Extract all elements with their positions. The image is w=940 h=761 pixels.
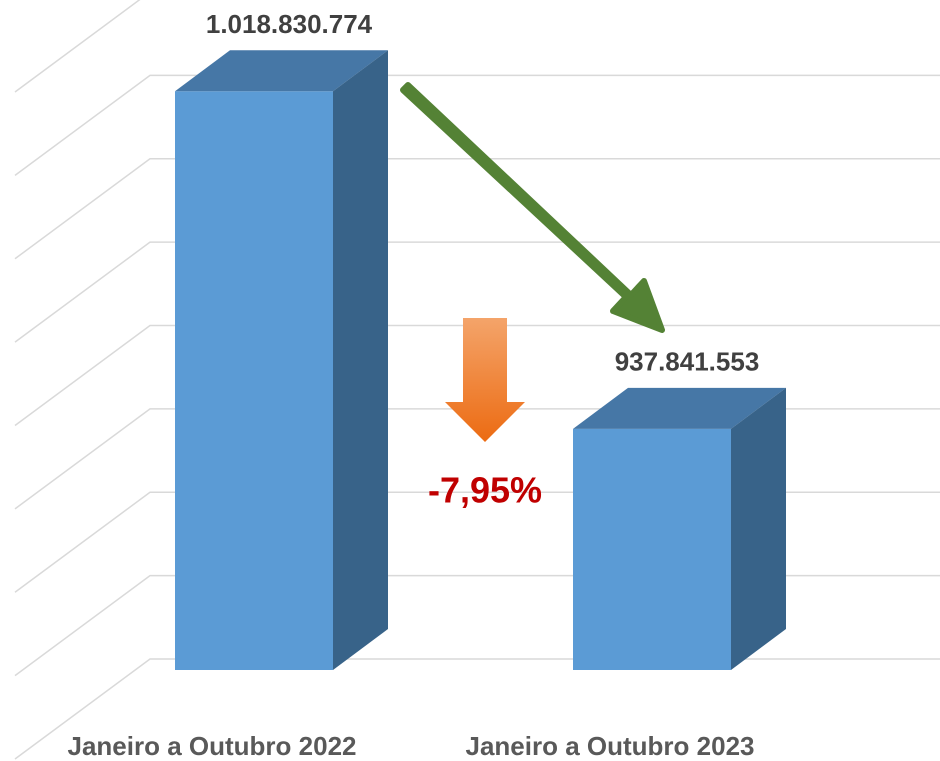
- value-label: 1.018.830.774: [206, 9, 373, 39]
- bar: [175, 91, 333, 671]
- bar-top: [175, 50, 388, 92]
- bar: [573, 428, 731, 670]
- grid-line: [14, 324, 940, 427]
- bar-top: [573, 387, 786, 429]
- grid-line: [14, 158, 940, 260]
- x-tick-label: Janeiro a Outubro 2023: [466, 731, 755, 761]
- grid: [14, 0, 940, 760]
- bar-side: [731, 387, 786, 670]
- grid-line: [14, 0, 141, 93]
- grid-line: [14, 241, 940, 343]
- down-arrow: [445, 318, 525, 442]
- x-tick-label: Janeiro a Outubro 2022: [68, 731, 357, 761]
- annotation: -7,95%: [428, 470, 542, 511]
- grid-line: [14, 574, 940, 677]
- bars: [175, 50, 786, 671]
- value-label: 937.841.553: [615, 347, 760, 377]
- grid-line: [14, 74, 940, 176]
- trend-arrow: [400, 82, 665, 333]
- bar-side: [333, 50, 388, 671]
